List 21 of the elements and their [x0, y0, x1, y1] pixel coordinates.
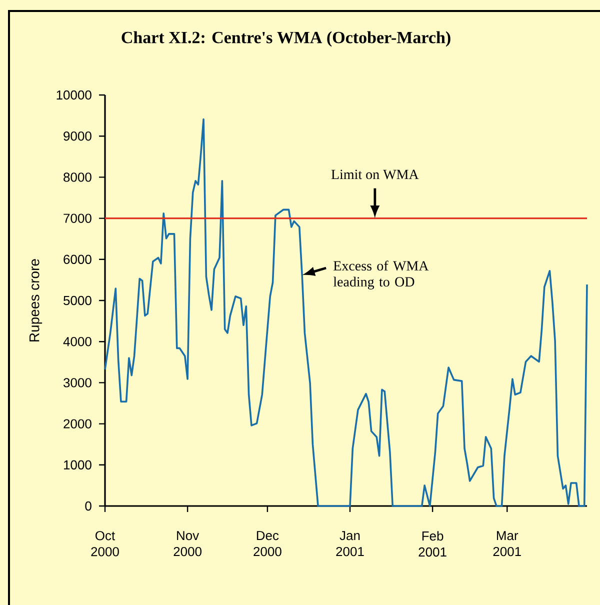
y-tick-label: 7000 [64, 214, 92, 223]
y-tick-label: 4000 [63, 337, 92, 346]
chart-title: Chart XI.2: Centre's WMA (October-March) [122, 31, 450, 47]
x-tick-label: Dec 2000 [254, 531, 282, 556]
annotation: Excess of WMA leading to OD [333, 260, 429, 290]
y-tick-label: 2000 [64, 419, 92, 428]
y-tick-label: 5000 [64, 296, 92, 306]
y-tick-label: 9000 [64, 132, 92, 141]
ref-line-label: Limit on WMA [331, 170, 419, 180]
x-tick-label: Mar 2001 [493, 531, 521, 556]
y-tick-label: 1000 [64, 460, 92, 470]
x-tick-label: Nov 2000 [174, 531, 202, 556]
x-tick-label: Feb 2001 [418, 531, 446, 557]
y-tick-label: 3000 [64, 378, 92, 388]
y-tick-label: 6000 [64, 254, 92, 264]
x-tick-label: Jan 2001 [336, 531, 364, 556]
y-axis-title: Rupees crore [30, 259, 42, 342]
x-tick-label: Oct 2000 [91, 531, 119, 556]
y-tick-label: 8000 [64, 172, 92, 182]
y-tick-label: 0 [85, 501, 92, 511]
y-tick-label: 10000 [56, 90, 92, 100]
